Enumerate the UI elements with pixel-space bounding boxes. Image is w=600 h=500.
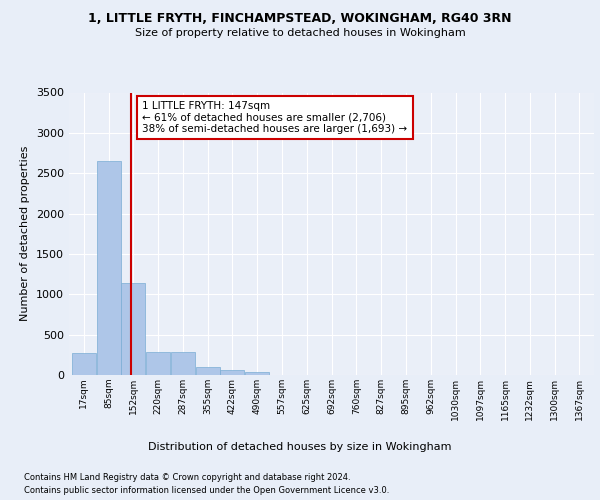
Bar — [220, 370, 244, 375]
Bar — [121, 283, 145, 375]
Bar — [72, 353, 95, 375]
Bar — [171, 352, 195, 375]
Bar — [146, 352, 170, 375]
Bar — [245, 372, 269, 375]
Text: 1, LITTLE FRYTH, FINCHAMPSTEAD, WOKINGHAM, RG40 3RN: 1, LITTLE FRYTH, FINCHAMPSTEAD, WOKINGHA… — [88, 12, 512, 26]
Text: Distribution of detached houses by size in Wokingham: Distribution of detached houses by size … — [148, 442, 452, 452]
Text: Size of property relative to detached houses in Wokingham: Size of property relative to detached ho… — [134, 28, 466, 38]
Bar — [196, 367, 220, 375]
Bar — [97, 161, 121, 375]
Y-axis label: Number of detached properties: Number of detached properties — [20, 146, 31, 322]
Text: Contains HM Land Registry data © Crown copyright and database right 2024.: Contains HM Land Registry data © Crown c… — [24, 472, 350, 482]
Text: 1 LITTLE FRYTH: 147sqm
← 61% of detached houses are smaller (2,706)
38% of semi-: 1 LITTLE FRYTH: 147sqm ← 61% of detached… — [142, 101, 407, 134]
Text: Contains public sector information licensed under the Open Government Licence v3: Contains public sector information licen… — [24, 486, 389, 495]
